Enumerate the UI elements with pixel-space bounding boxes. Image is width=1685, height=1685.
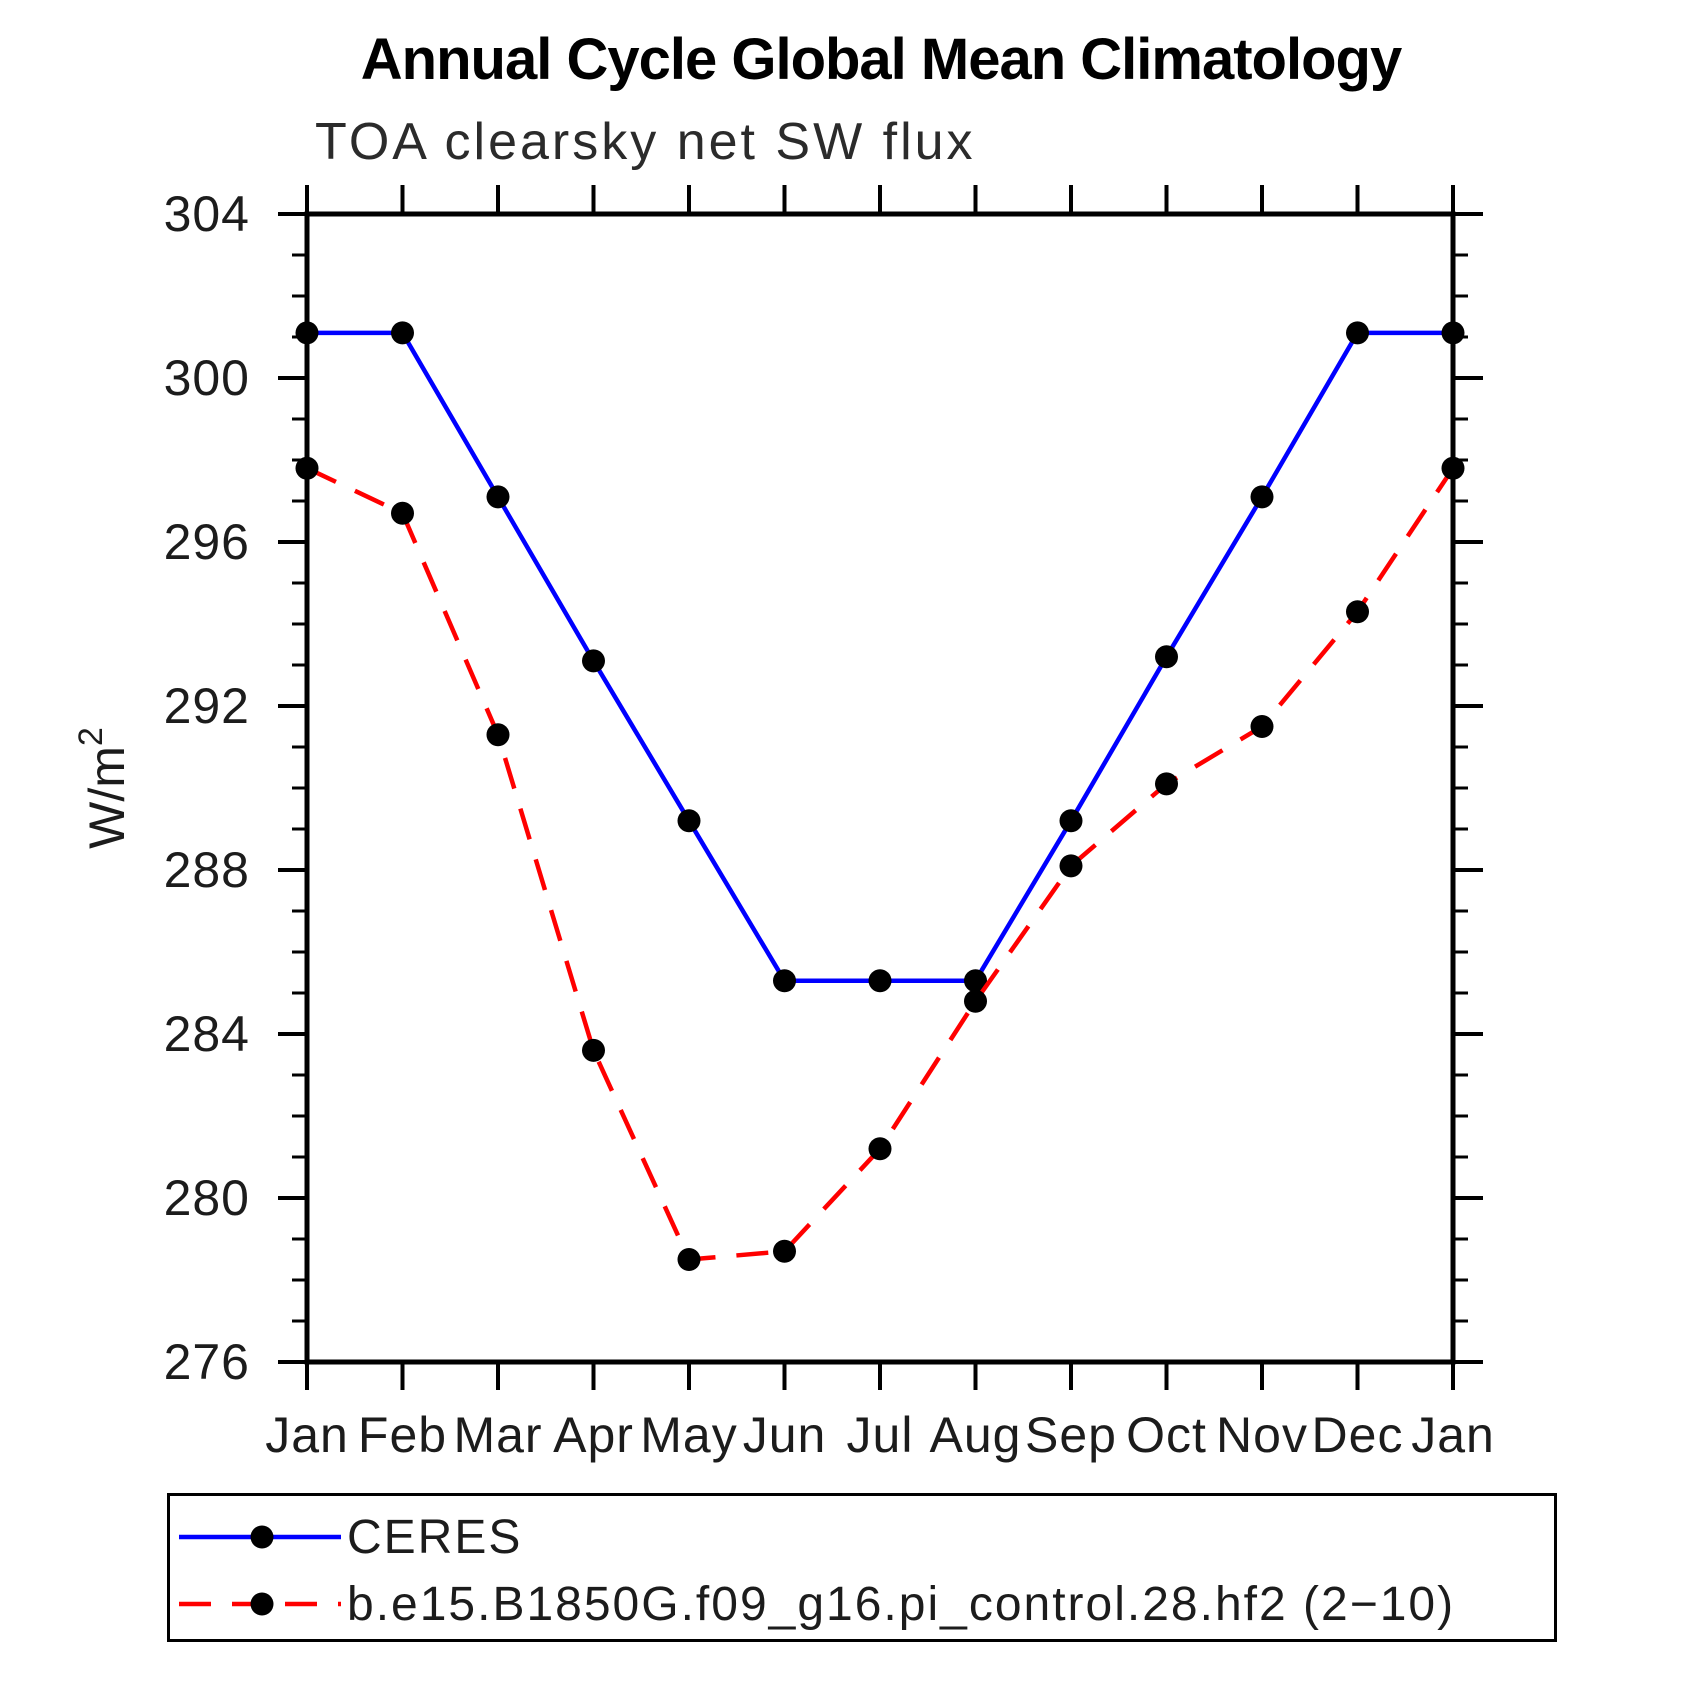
y-axis-title: W/m2 xyxy=(72,727,135,849)
x-tick-label: Dec xyxy=(1312,1407,1404,1463)
legend-label-ceres: CERES xyxy=(347,1510,523,1564)
data-marker xyxy=(1441,321,1465,345)
data-marker xyxy=(1346,321,1369,345)
data-marker xyxy=(486,485,510,509)
data-marker xyxy=(295,321,319,345)
y-tick-label: 296 xyxy=(164,514,250,570)
data-marker xyxy=(486,723,510,747)
data-marker xyxy=(677,1248,701,1271)
x-tick-label: Jul xyxy=(847,1407,914,1463)
x-tick-label: Sep xyxy=(1025,1407,1117,1463)
legend-label-model: b.e15.B1850G.f09_g16.pi_control.28.hf2 (… xyxy=(347,1577,1456,1631)
y-tick-label: 304 xyxy=(164,186,250,242)
data-marker xyxy=(582,1038,605,1062)
data-marker xyxy=(582,649,605,673)
series-line-0 xyxy=(307,330,1453,983)
data-marker xyxy=(1346,600,1369,624)
y-tick-label: 280 xyxy=(164,1170,250,1226)
x-tick-label: Oct xyxy=(1126,1407,1207,1463)
x-tick-label: Jan xyxy=(265,1407,349,1463)
data-marker xyxy=(1441,456,1465,480)
x-tick-label: Jan xyxy=(1411,1407,1495,1463)
data-marker xyxy=(295,456,319,480)
y-tick-label: 292 xyxy=(164,678,250,734)
x-tick-label: Apr xyxy=(553,1407,634,1463)
y-tick-label: 300 xyxy=(164,350,250,406)
data-marker xyxy=(1155,772,1178,796)
legend-box: CERES b.e15.B1850G.f09_g16.pi_control.28… xyxy=(167,1493,1557,1642)
data-marker xyxy=(868,969,892,993)
legend-solid-line-icon xyxy=(179,1525,341,1549)
chart-subtitle: TOA clearsky net SW flux xyxy=(315,113,976,171)
x-tick-label: May xyxy=(640,1407,737,1463)
data-marker xyxy=(1059,809,1083,833)
chart-title: Annual Cycle Global Mean Climatology xyxy=(360,27,1402,92)
data-marker xyxy=(773,1239,796,1263)
x-tick-label: Nov xyxy=(1216,1407,1308,1463)
x-tick-label: Aug xyxy=(930,1407,1022,1463)
x-tick-label: Mar xyxy=(453,1407,542,1463)
data-marker xyxy=(964,989,987,1013)
data-marker xyxy=(773,969,796,993)
x-tick-label: Jun xyxy=(743,1407,827,1463)
data-marker xyxy=(1250,485,1274,509)
data-marker xyxy=(391,501,414,525)
legend-row-model: b.e15.B1850G.f09_g16.pi_control.28.hf2 (… xyxy=(173,1576,1455,1632)
legend-dashed-line-icon xyxy=(179,1592,341,1616)
data-marker xyxy=(868,1137,892,1161)
data-marker xyxy=(391,321,414,345)
data-marker xyxy=(1059,854,1083,878)
y-tick-label: 276 xyxy=(164,1334,250,1390)
y-tick-label: 284 xyxy=(164,1006,250,1062)
data-marker xyxy=(1155,645,1178,669)
data-marker xyxy=(1250,715,1274,738)
data-marker xyxy=(677,809,701,833)
legend-row-ceres: CERES xyxy=(173,1509,522,1565)
x-tick-label: Feb xyxy=(358,1407,447,1463)
y-tick-label: 288 xyxy=(164,842,250,898)
data-marker xyxy=(964,969,987,993)
